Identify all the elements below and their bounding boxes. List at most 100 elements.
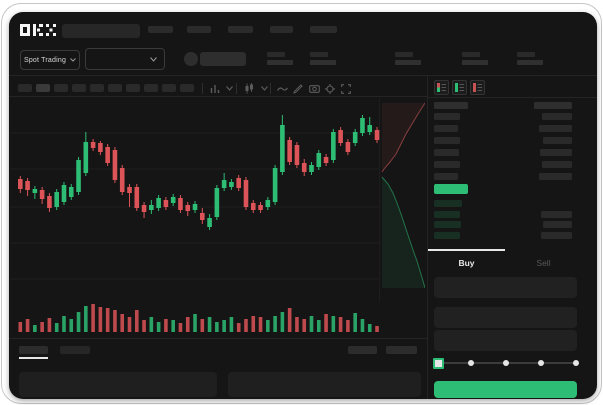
timeframe-slot[interactable] [162, 84, 176, 92]
bottom-action-placeholder[interactable] [348, 346, 377, 354]
volume-bar [251, 316, 256, 332]
volume-bar [258, 317, 263, 332]
volume-bar [142, 320, 146, 332]
chevron-down-icon[interactable] [223, 83, 235, 94]
market-type-label: Spot Trading [23, 56, 67, 64]
timeframe-slot[interactable] [90, 84, 104, 92]
coin-icon [184, 52, 198, 66]
candle-body [127, 187, 132, 193]
volume-bar [164, 319, 168, 332]
orderbook-row[interactable] [434, 200, 582, 207]
candle-body [61, 185, 67, 202]
candle-style-icon[interactable] [243, 83, 255, 94]
candle-body [90, 142, 96, 148]
amount-placeholder [542, 161, 572, 168]
slider-stop-25[interactable] [468, 360, 474, 366]
book-combined-icon[interactable] [434, 80, 449, 95]
volume-bar [360, 319, 365, 332]
fullscreen-icon[interactable] [340, 83, 352, 94]
bottom-tab-placeholder[interactable] [19, 346, 48, 354]
volume-bar [200, 319, 205, 332]
okx-app-window: Spot Trading [9, 12, 597, 399]
timeframe-slot[interactable] [180, 84, 194, 92]
pair-select[interactable] [85, 48, 165, 70]
candle-body [141, 205, 147, 212]
nav-item-placeholder[interactable] [228, 26, 253, 33]
orders-panel-placeholder [19, 372, 217, 397]
history-panel-placeholder [228, 372, 421, 397]
indicators-icon[interactable] [209, 83, 221, 94]
orderbook-row[interactable] [434, 137, 582, 144]
okx-logo[interactable] [20, 23, 56, 37]
timeframe-slot[interactable] [54, 84, 68, 92]
total-input-placeholder[interactable] [434, 330, 577, 351]
last-price-bar[interactable] [434, 184, 468, 194]
volume-bar [375, 326, 379, 332]
candle-body [287, 140, 292, 162]
volume-bar [25, 319, 30, 332]
timeframe-slot[interactable] [144, 84, 158, 92]
price-placeholder [434, 137, 460, 144]
chevron-down-icon[interactable] [258, 83, 270, 94]
market-type-selector[interactable]: Spot Trading [20, 50, 80, 70]
active-tab-underline [19, 357, 48, 359]
buy-submit-button[interactable] [434, 381, 577, 398]
price-placeholder [434, 173, 458, 180]
volume-bar [33, 325, 37, 332]
ticker-stat [310, 52, 340, 66]
nav-item-placeholder[interactable] [310, 26, 337, 33]
timeframe-slot[interactable] [72, 84, 86, 92]
search-input[interactable] [62, 24, 140, 38]
nav-item-placeholder[interactable] [148, 26, 173, 33]
timeframe-slot[interactable] [18, 84, 32, 92]
settings-icon[interactable] [324, 83, 336, 94]
volume-bar [149, 317, 154, 332]
bottom-tab-placeholder[interactable] [60, 346, 90, 354]
volume-bar [105, 308, 110, 332]
volume-bar [113, 310, 117, 332]
bottom-action-placeholder[interactable] [386, 346, 417, 354]
candlestick-chart[interactable] [10, 98, 425, 338]
timeframe-slot[interactable] [108, 84, 122, 92]
amount-placeholder [539, 125, 572, 132]
orderbook-row[interactable] [434, 149, 582, 156]
orderbook-row[interactable] [434, 210, 582, 218]
orderbook-row[interactable] [434, 221, 582, 228]
candle-body [98, 143, 103, 152]
pair-name-placeholder [200, 52, 246, 66]
orderbook-row[interactable] [434, 161, 582, 168]
timeframe-slot[interactable] [126, 84, 140, 92]
timeframe-slot[interactable] [36, 84, 50, 92]
nav-item-placeholder[interactable] [270, 26, 293, 33]
slider-stop-50[interactable] [503, 360, 509, 366]
amount-input-placeholder[interactable] [434, 307, 577, 328]
candle-body [214, 188, 220, 217]
tab-sell[interactable]: Sell [536, 257, 551, 268]
chevron-down-icon [150, 56, 157, 62]
orderbook-row[interactable] [434, 113, 582, 120]
orderbook-row[interactable] [434, 125, 582, 132]
slider-stop-100[interactable] [573, 360, 579, 366]
book-bids-icon[interactable] [452, 80, 467, 95]
candle-body [323, 157, 329, 163]
slider-stop-0[interactable] [433, 358, 444, 369]
volume-bar [98, 307, 103, 332]
candle-body [185, 205, 191, 211]
price-input-placeholder[interactable] [434, 277, 577, 298]
slider-stop-75[interactable] [538, 360, 544, 366]
ticker-stat [517, 52, 547, 66]
chevron-down-icon [70, 58, 76, 62]
draw-icon[interactable] [292, 83, 304, 94]
volume-bar [215, 322, 219, 332]
price-placeholder [434, 200, 462, 207]
tab-buy[interactable]: Buy [428, 249, 505, 274]
nav-item-placeholder[interactable] [187, 26, 211, 33]
orderbook-row[interactable] [434, 173, 582, 180]
book-asks-icon[interactable] [470, 80, 485, 95]
candle-body [345, 142, 351, 152]
camera-icon[interactable] [308, 83, 320, 94]
candle-body [236, 178, 241, 188]
volume-bar [295, 317, 299, 332]
orderbook-row[interactable] [434, 231, 582, 239]
line-type-icon[interactable] [276, 83, 288, 94]
